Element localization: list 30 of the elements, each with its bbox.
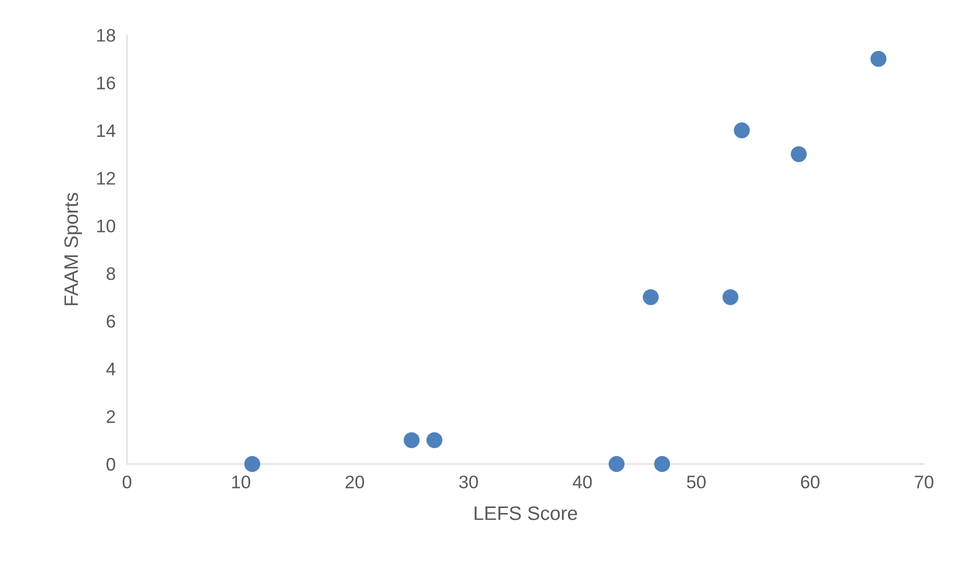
- y-tick-label: 12: [97, 172, 115, 185]
- y-tick-label: 18: [97, 28, 116, 42]
- point: [642, 289, 659, 306]
- x-axis-title: LEFS Score: [474, 506, 578, 520]
- point: [426, 432, 442, 448]
- y-tick-label: 16: [97, 76, 116, 90]
- x-tick-label: 60: [801, 476, 820, 488]
- point: [790, 146, 807, 162]
- x-tick-label: 30: [459, 476, 478, 488]
- y-tick-label: 8: [106, 267, 116, 280]
- point: [734, 122, 750, 138]
- x-tick-label: 70: [914, 476, 934, 488]
- y-tick-label: 14: [97, 124, 116, 137]
- x-tick-label: 50: [686, 476, 706, 488]
- y-tick-label: 4: [106, 362, 116, 376]
- y-axis-title: FAAM Sports: [64, 192, 82, 306]
- y-tick-label: 0: [106, 458, 116, 471]
- x-tick-label: 0: [122, 476, 132, 488]
- point: [404, 432, 420, 448]
- y-tick-label: 6: [106, 314, 116, 328]
- point: [244, 456, 260, 472]
- y-tick-label: 10: [97, 220, 116, 232]
- point: [654, 456, 670, 472]
- point: [870, 50, 886, 67]
- x-tick-label: 10: [232, 476, 250, 488]
- x-tick-label: 20: [346, 476, 364, 488]
- y-tick-label: 2: [106, 410, 115, 423]
- point: [722, 289, 738, 306]
- point: [608, 456, 625, 472]
- x-tick-label: 40: [572, 476, 592, 488]
